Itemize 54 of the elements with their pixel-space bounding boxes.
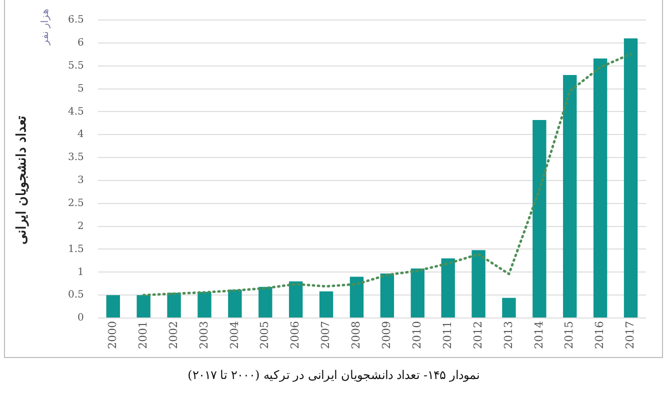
bar [228, 290, 242, 318]
x-tick-label: 2001 [136, 321, 150, 350]
x-tick-label: 2009 [380, 321, 394, 350]
y-tick-label: 0.5 [68, 290, 84, 301]
y-tick-label: 4.5 [68, 106, 84, 118]
bar [472, 250, 486, 318]
bar [167, 292, 181, 318]
x-tick-label: 2010 [410, 321, 424, 350]
bar [136, 295, 150, 318]
x-tick-label: 2011 [440, 321, 454, 350]
bar [532, 120, 546, 318]
bar [288, 281, 303, 318]
x-tick-label: 2006 [288, 321, 302, 350]
y-tick-label: 5 [78, 83, 84, 94]
x-tick-label: 2014 [532, 321, 546, 350]
y-tick-label: 3.5 [68, 152, 84, 164]
y-axis-title: تعداد دانشجویان ایرانی [14, 115, 30, 245]
bar [624, 38, 638, 318]
bar [410, 268, 424, 318]
x-tick-label: 2003 [197, 321, 210, 350]
bar [198, 292, 212, 318]
x-tick-label: 2002 [166, 321, 180, 350]
text: نمودار ۱۴۵- تعداد دانشجویان ایرانی در ترکیه (۲۰۰۰ تا ۲۰۱۷) [186, 368, 480, 382]
bar [502, 298, 516, 318]
bar [593, 58, 608, 318]
y-tick-label: 4 [78, 129, 84, 140]
bar [563, 75, 577, 318]
x-tick-label: 2004 [228, 321, 241, 350]
x-tick-label: 2012 [471, 321, 484, 350]
bar [319, 291, 334, 318]
x-tick-label: 2015 [562, 321, 576, 350]
x-tick-label: 2008 [350, 321, 363, 350]
bar [106, 295, 120, 318]
y-tick-label: 1.5 [68, 244, 84, 255]
bar [441, 258, 455, 318]
y-tick-label: 1 [78, 266, 84, 278]
line-series [142, 52, 632, 296]
y-tick-label: 5.5 [68, 60, 84, 72]
x-tick-label: 2017 [624, 321, 637, 350]
x-tick-label: 2005 [258, 321, 272, 350]
bar [258, 286, 272, 318]
y-tick-label: 6.5 [68, 14, 84, 26]
x-tick-label: 2000 [106, 321, 119, 350]
bar [380, 274, 394, 318]
y-tick-label: 2 [78, 220, 84, 232]
y-tick-label: 0 [78, 312, 84, 324]
y-tick-label: 6 [78, 38, 84, 49]
x-tick-label: 2013 [502, 321, 515, 350]
x-tick-label: 2016 [593, 321, 606, 350]
x-tick-label: 2007 [319, 321, 332, 350]
y-tick-label: 2.5 [68, 198, 84, 209]
bar [350, 276, 364, 318]
text: هزار نفر [39, 8, 51, 46]
y-tick-label: 3 [78, 175, 84, 186]
